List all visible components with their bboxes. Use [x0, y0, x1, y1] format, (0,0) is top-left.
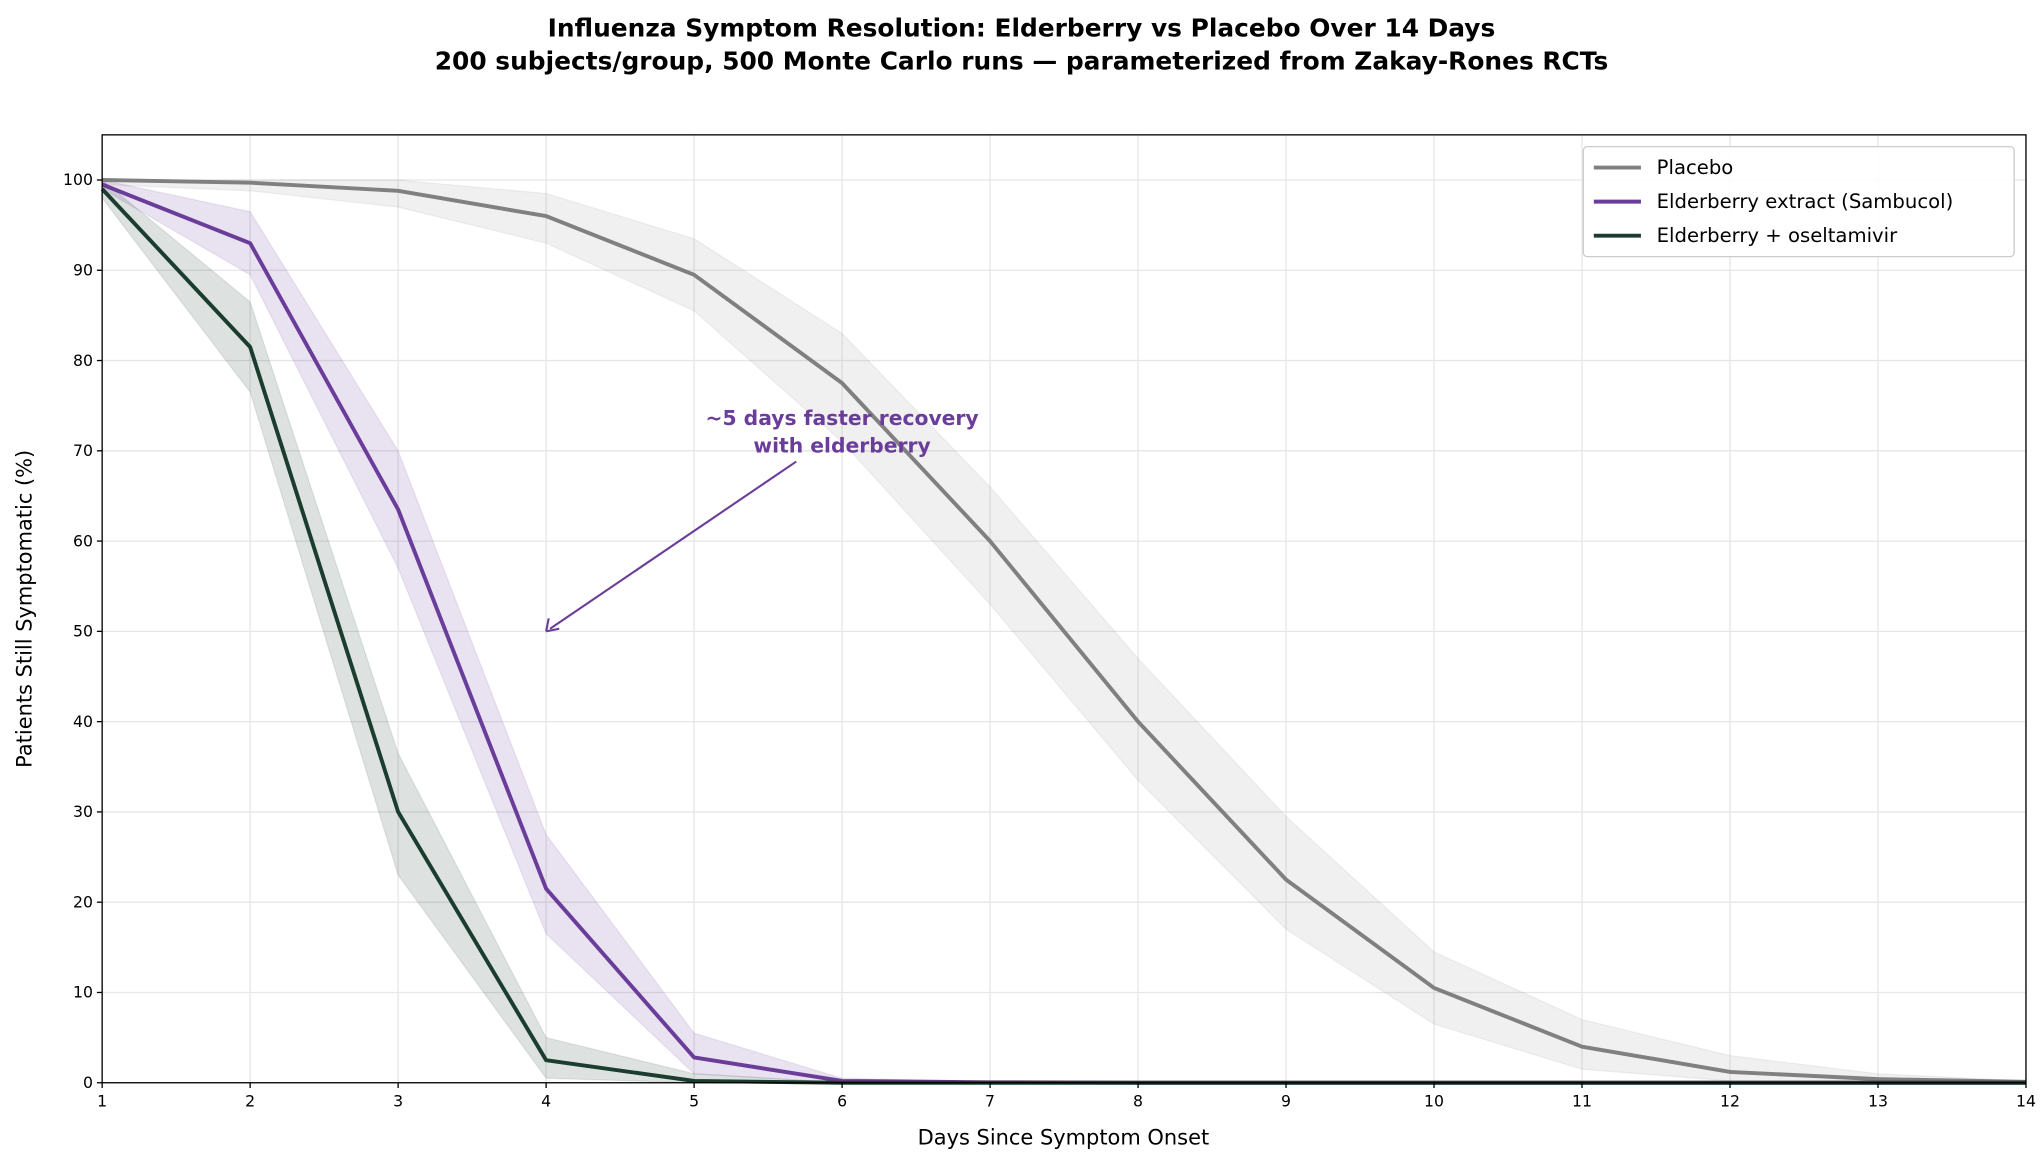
x-tick-label: 1 [97, 1091, 107, 1110]
y-tick-label: 80 [73, 351, 93, 370]
y-tick-label: 70 [73, 441, 93, 460]
chart-title: Influenza Symptom Resolution: Elderberry… [548, 14, 1496, 43]
x-axis-label: Days Since Symptom Onset [918, 1125, 1210, 1149]
annotation-text: ~5 days faster recovery [706, 406, 979, 430]
legend-entry: Placebo [1657, 156, 1734, 179]
y-tick-label: 0 [83, 1073, 93, 1092]
series-line-0 [102, 178, 2027, 1084]
x-tick-label: 5 [689, 1091, 699, 1110]
plot-frame [101, 134, 2027, 1084]
x-tick-label: 12 [1720, 1091, 1740, 1110]
x-tick-label: 3 [393, 1091, 403, 1110]
x-tick-label: 10 [1424, 1091, 1444, 1110]
legend-entry: Elderberry + oseltamivir [1657, 224, 1898, 247]
x-tick-label: 14 [2016, 1091, 2036, 1110]
x-tick-label: 6 [837, 1091, 847, 1110]
y-tick-label: 50 [73, 622, 93, 641]
y-tick-label: 40 [73, 712, 93, 731]
x-tick-label: 11 [1572, 1091, 1592, 1110]
legend-entry: Elderberry extract (Sambucol) [1657, 190, 1954, 213]
y-tick-label: 90 [73, 261, 93, 280]
y-tick-label: 60 [73, 531, 93, 550]
x-axis: 1 2 3 4 5 6 7 8 9 10 11 12 13 14 [97, 1082, 2036, 1110]
legend-box [1582, 145, 2015, 258]
arrow-head [545, 618, 560, 633]
x-tick-label: 9 [1281, 1091, 1291, 1110]
x-tick-label: 4 [541, 1091, 551, 1110]
annotation-arrow [549, 460, 797, 630]
annotation: ~5 days faster recovery with elderberry [545, 406, 979, 633]
y-tick-label: 20 [73, 892, 93, 911]
y-tick-label: 30 [73, 802, 93, 821]
y-tick-label: 100 [63, 170, 93, 189]
x-tick-label: 8 [1133, 1091, 1143, 1110]
y-axis-label: Patients Still Symptomatic (%) [12, 450, 36, 768]
chart-subtitle: 200 subjects/group, 500 Monte Carlo runs… [435, 46, 1609, 75]
legend: Placebo Elderberry extract (Sambucol) Elde… [1582, 145, 2015, 258]
y-tick-label: 10 [73, 983, 93, 1002]
x-tick-label: 13 [1868, 1091, 1888, 1110]
x-tick-label: 7 [985, 1091, 995, 1110]
x-tick-label: 2 [245, 1091, 255, 1110]
y-axis: 0 10 20 30 40 50 60 70 80 90 100 [63, 170, 103, 1092]
annotation-text: with elderberry [753, 433, 930, 457]
